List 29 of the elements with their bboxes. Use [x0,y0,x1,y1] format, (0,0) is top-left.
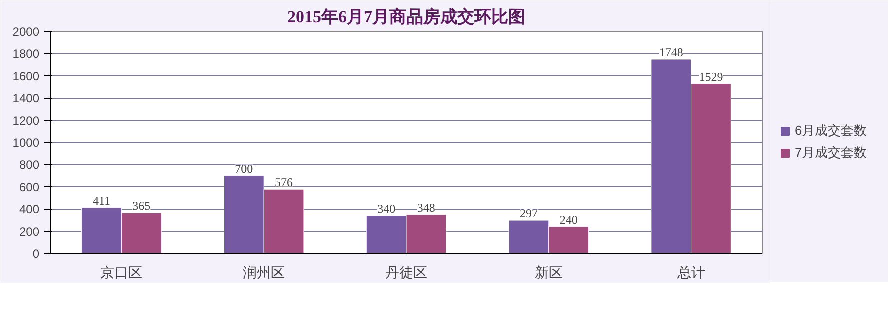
data-label: 348 [417,200,436,215]
data-label: 340 [378,202,396,216]
y-tick-label: 200 [19,224,40,239]
data-label: 365 [132,198,151,213]
chart-title: 2015年6月7月商品房成交环比图 [288,8,526,26]
x-tick-label: 润州区 [243,264,286,280]
data-label: 411 [92,194,111,208]
data-label: 1748 [659,45,684,60]
data-label: 1529 [699,70,724,84]
y-tick-label: 600 [19,180,40,194]
y-tick-label: 1800 [12,47,40,62]
legend-label: 6月成交套数 [795,122,868,140]
legend-label: 7月成交套数 [795,144,868,162]
data-label: 700 [235,162,254,176]
y-tick-label: 2000 [12,25,40,39]
x-tick-label: 京口区 [100,264,143,280]
y-tick-label: 1200 [12,114,40,128]
y-tick-label: 400 [19,202,40,217]
y-tick-label: 0 [32,247,40,261]
y-tick-label: 1000 [12,136,40,150]
x-tick-label: 新区 [534,264,563,280]
y-tick-label: 800 [19,158,40,172]
y-tick-label: 1400 [12,92,40,106]
data-label: 297 [520,206,538,221]
data-label: 576 [275,176,294,190]
y-tick-label: 1600 [12,69,40,84]
x-tick-label: 总计 [676,264,706,280]
data-label: 240 [560,212,578,227]
x-tick-label: 丹徒区 [386,264,428,280]
